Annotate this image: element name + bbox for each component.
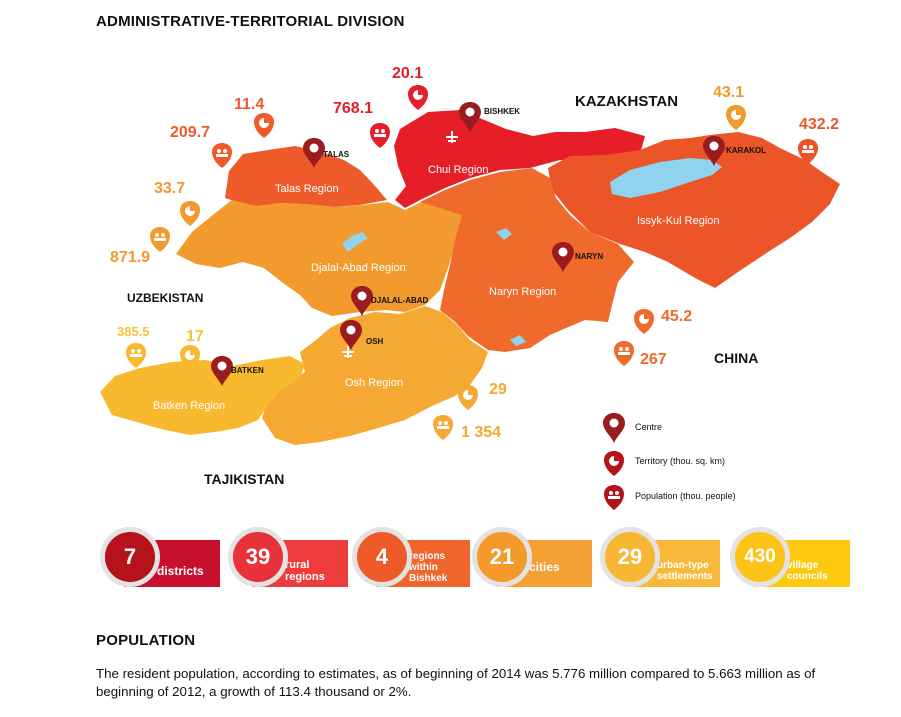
city-label-karakol: KARAKOL <box>726 146 766 155</box>
stat-number: 29 <box>600 527 660 587</box>
country-china: CHINA <box>714 350 759 366</box>
city-label-bishkek: BISHKEK <box>484 107 521 116</box>
stat-label: districts <box>157 564 204 578</box>
djalal-abad-territory-value: 33.7 <box>154 180 186 197</box>
stat-number: 430 <box>730 527 790 587</box>
population-paragraph: The resident population, according to es… <box>96 666 816 699</box>
city-label-naryn: NARYN <box>575 252 604 261</box>
region-batken <box>100 356 305 435</box>
population-icon <box>433 415 453 440</box>
stat-label: settlements <box>657 571 713 582</box>
chui-population-value: 768.1 <box>333 100 374 117</box>
lake-son-kul <box>496 228 512 240</box>
talas-population-value: 209.7 <box>170 124 211 141</box>
region-talas <box>225 146 387 207</box>
djalal-abad-population-value: 871.9 <box>110 249 151 266</box>
stat-districts: districts 7 <box>100 527 220 589</box>
region-label-djalal-abad: Djalal-Abad Region <box>311 262 406 274</box>
map <box>100 85 840 510</box>
lake-toktogul <box>342 232 368 252</box>
batken-population-value: 385.5 <box>117 324 150 339</box>
city-label-osh: OSH <box>366 337 384 346</box>
stat-number: 7 <box>100 527 160 587</box>
osh-population-value: 1 354 <box>461 424 502 441</box>
osh-territory-value: 29 <box>489 381 507 398</box>
region-label-osh: Osh Region <box>345 377 404 389</box>
airplane-icon <box>446 131 458 143</box>
issyk-kul-territory-value: 43.1 <box>713 84 745 101</box>
legend-center-label: Centre <box>635 422 663 432</box>
naryn-population-value: 267 <box>640 351 667 368</box>
region-naryn <box>420 168 634 352</box>
territory-icon <box>726 105 746 130</box>
legend-population-label: Population (thou. people) <box>635 491 736 501</box>
city-label-batken: BATKEN <box>231 366 264 375</box>
region-label-issyk-kul: Issyk-Kul Region <box>637 215 720 227</box>
population-icon <box>798 139 818 164</box>
population-icon <box>126 343 146 368</box>
territory-icon <box>408 85 428 110</box>
stat-label: rural <box>285 559 310 571</box>
population-icon <box>150 227 170 252</box>
stat-label: within <box>409 562 438 573</box>
region-label-naryn: Naryn Region <box>489 286 557 298</box>
stat-label: village <box>787 560 819 571</box>
legend-territory-icon <box>604 451 624 476</box>
legend-population-icon <box>604 485 624 510</box>
region-label-batken: Batken Region <box>153 400 226 412</box>
country-uzbekistan: UZBEKISTAN <box>127 291 204 305</box>
region-chui <box>394 110 645 208</box>
stat-regions-within-bishkek: regions within Bishkek 4 <box>352 527 472 589</box>
stat-village-councils: village councils 430 <box>730 527 854 589</box>
population-icon <box>614 341 634 366</box>
stat-urban-type-settlements: urban-type settlements 29 <box>600 527 722 589</box>
issyk-kul-population-value: 432.2 <box>799 116 840 133</box>
territory-icon <box>180 201 200 226</box>
stat-number: 21 <box>472 527 532 587</box>
legend-territory-label: Territory (thou. sq. km) <box>635 456 726 466</box>
country-kazakhstan: KAZAKHSTAN <box>575 93 679 110</box>
country-tajikistan: TAJIKISTAN <box>204 471 285 487</box>
stat-label: urban-type <box>657 560 709 571</box>
territory-icon <box>180 345 200 370</box>
section-title-admin: ADMINISTRATIVE-TERRITORIAL DIVISION <box>96 13 405 30</box>
population-icon <box>212 143 232 168</box>
territory-icon <box>634 309 654 334</box>
section-title-population: POPULATION <box>96 632 196 649</box>
chui-territory-value: 20.1 <box>392 65 424 82</box>
region-issyk-kul <box>548 132 840 288</box>
talas-territory-value: 11.4 <box>234 96 265 113</box>
stat-rural-regions: rural regions 39 <box>228 527 348 589</box>
population-icon <box>370 123 390 148</box>
region-label-chui: Chui Region <box>428 164 489 176</box>
naryn-territory-value: 45.2 <box>661 308 693 325</box>
airplane-icon <box>342 346 354 358</box>
stat-label: regions <box>409 551 446 562</box>
stat-number: 4 <box>352 527 412 587</box>
stat-label: regions <box>285 571 325 583</box>
stat-number: 39 <box>228 527 288 587</box>
lake-issyk-kul <box>610 158 722 198</box>
legend-center-icon <box>603 413 625 443</box>
stat-label: Bishkek <box>409 573 448 584</box>
stat-label: councils <box>787 571 828 582</box>
city-label-djalal-abad: DJALAL-ABAD <box>371 296 429 305</box>
batken-territory-value: 17 <box>186 328 204 345</box>
region-djalal-abad <box>176 192 470 316</box>
territory-icon <box>254 113 274 138</box>
region-label-talas: Talas Region <box>275 183 339 195</box>
stat-cities: cities 21 <box>472 527 594 589</box>
territory-icon <box>458 385 478 410</box>
city-label-talas: TALAS <box>323 150 350 159</box>
stat-label: cities <box>529 560 560 574</box>
lake-chatyr-kul <box>510 335 526 346</box>
region-osh <box>262 306 488 445</box>
